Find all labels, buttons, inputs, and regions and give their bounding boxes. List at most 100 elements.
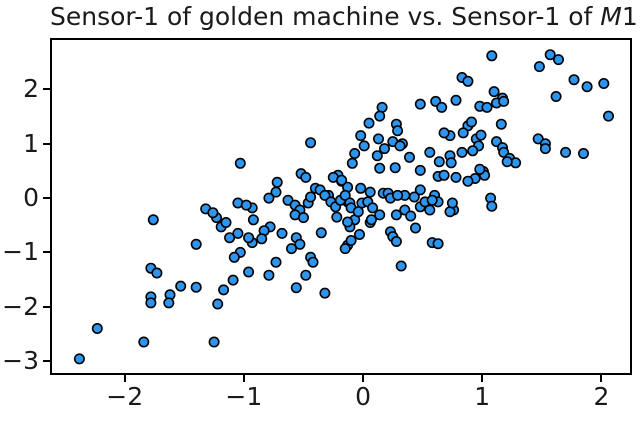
data-point xyxy=(190,281,202,293)
x-tick-mark xyxy=(242,375,245,382)
data-point xyxy=(73,353,85,365)
data-point xyxy=(163,297,175,309)
data-point xyxy=(305,137,317,149)
data-point xyxy=(207,207,219,219)
data-point xyxy=(345,235,357,247)
data-point xyxy=(319,287,331,299)
data-point xyxy=(392,189,404,201)
data-point xyxy=(355,182,367,194)
data-point xyxy=(339,243,351,255)
data-point xyxy=(414,98,426,110)
data-point xyxy=(450,94,462,106)
data-point xyxy=(390,236,402,248)
data-point xyxy=(501,156,513,168)
data-point xyxy=(568,74,580,86)
data-point xyxy=(286,243,298,255)
y-tick-label: 1 xyxy=(23,128,39,158)
data-point xyxy=(446,197,458,209)
data-point xyxy=(319,189,331,201)
data-point xyxy=(598,77,610,89)
data-point xyxy=(474,163,486,175)
scatter-points-layer xyxy=(73,49,614,365)
data-point xyxy=(263,269,275,281)
data-point xyxy=(392,125,404,137)
chart-title: Sensor-1 of golden machine vs. Sensor-1 … xyxy=(50,1,638,33)
data-point xyxy=(331,211,343,223)
x-tick-mark xyxy=(123,375,126,382)
data-point xyxy=(247,214,259,226)
data-point xyxy=(426,194,438,206)
data-point xyxy=(581,81,593,93)
data-point xyxy=(488,86,500,98)
data-point xyxy=(394,140,406,152)
data-point xyxy=(145,297,157,309)
data-point xyxy=(212,298,224,310)
data-point xyxy=(208,336,220,348)
data-point xyxy=(405,210,417,222)
data-point xyxy=(234,157,246,169)
data-point xyxy=(450,171,462,183)
data-point xyxy=(307,256,319,268)
data-point xyxy=(374,209,386,221)
x-tick-label: −1 xyxy=(225,382,263,411)
y-tick-mark xyxy=(43,88,50,91)
data-point xyxy=(371,150,383,162)
data-point xyxy=(495,118,507,130)
y-tick-mark xyxy=(43,197,50,200)
x-tick-mark xyxy=(600,375,603,382)
data-point xyxy=(243,232,255,244)
data-point xyxy=(300,171,312,183)
data-point xyxy=(290,282,302,294)
data-point xyxy=(243,266,255,278)
data-point xyxy=(175,280,187,292)
data-point xyxy=(539,143,551,155)
data-point xyxy=(424,204,436,216)
data-point xyxy=(372,133,384,145)
y-tick-label: −1 xyxy=(2,237,39,267)
data-point xyxy=(552,54,564,66)
data-point xyxy=(349,148,361,160)
data-point xyxy=(457,127,469,139)
x-tick-label: −2 xyxy=(106,382,144,411)
y-tick-mark xyxy=(43,251,50,254)
data-point xyxy=(342,216,354,228)
x-tick-label: 1 xyxy=(474,382,491,411)
data-point xyxy=(389,162,401,174)
data-point xyxy=(218,284,230,296)
chart-title-text: Sensor-1 of golden machine vs. Sensor-1 … xyxy=(50,2,601,31)
data-point xyxy=(315,227,327,239)
data-point xyxy=(445,157,457,169)
data-point xyxy=(432,238,444,250)
data-point xyxy=(364,186,376,198)
data-point xyxy=(294,238,306,250)
y-tick-label: 2 xyxy=(23,74,39,104)
data-point xyxy=(298,212,310,224)
data-point xyxy=(358,140,370,152)
x-tick-mark xyxy=(362,375,365,382)
data-point xyxy=(409,222,421,234)
y-tick-label: −3 xyxy=(2,346,39,376)
data-point xyxy=(374,162,386,174)
data-point xyxy=(305,191,317,203)
data-point xyxy=(224,232,236,244)
data-point xyxy=(138,336,150,348)
data-point xyxy=(486,200,498,212)
data-point xyxy=(147,214,159,226)
data-point xyxy=(414,164,426,176)
data-point xyxy=(363,117,375,129)
data-point xyxy=(256,233,268,245)
data-point xyxy=(602,110,614,122)
y-tick-mark xyxy=(43,360,50,363)
y-tick-mark xyxy=(43,142,50,145)
data-point xyxy=(486,50,498,62)
data-point xyxy=(365,214,377,226)
data-point xyxy=(467,145,479,157)
data-point xyxy=(300,269,312,281)
y-tick-mark xyxy=(43,305,50,308)
data-point xyxy=(436,101,448,113)
x-tick-mark xyxy=(481,375,484,382)
data-point xyxy=(227,274,239,286)
data-point xyxy=(433,156,445,168)
data-point xyxy=(353,229,365,241)
data-point xyxy=(403,151,415,163)
